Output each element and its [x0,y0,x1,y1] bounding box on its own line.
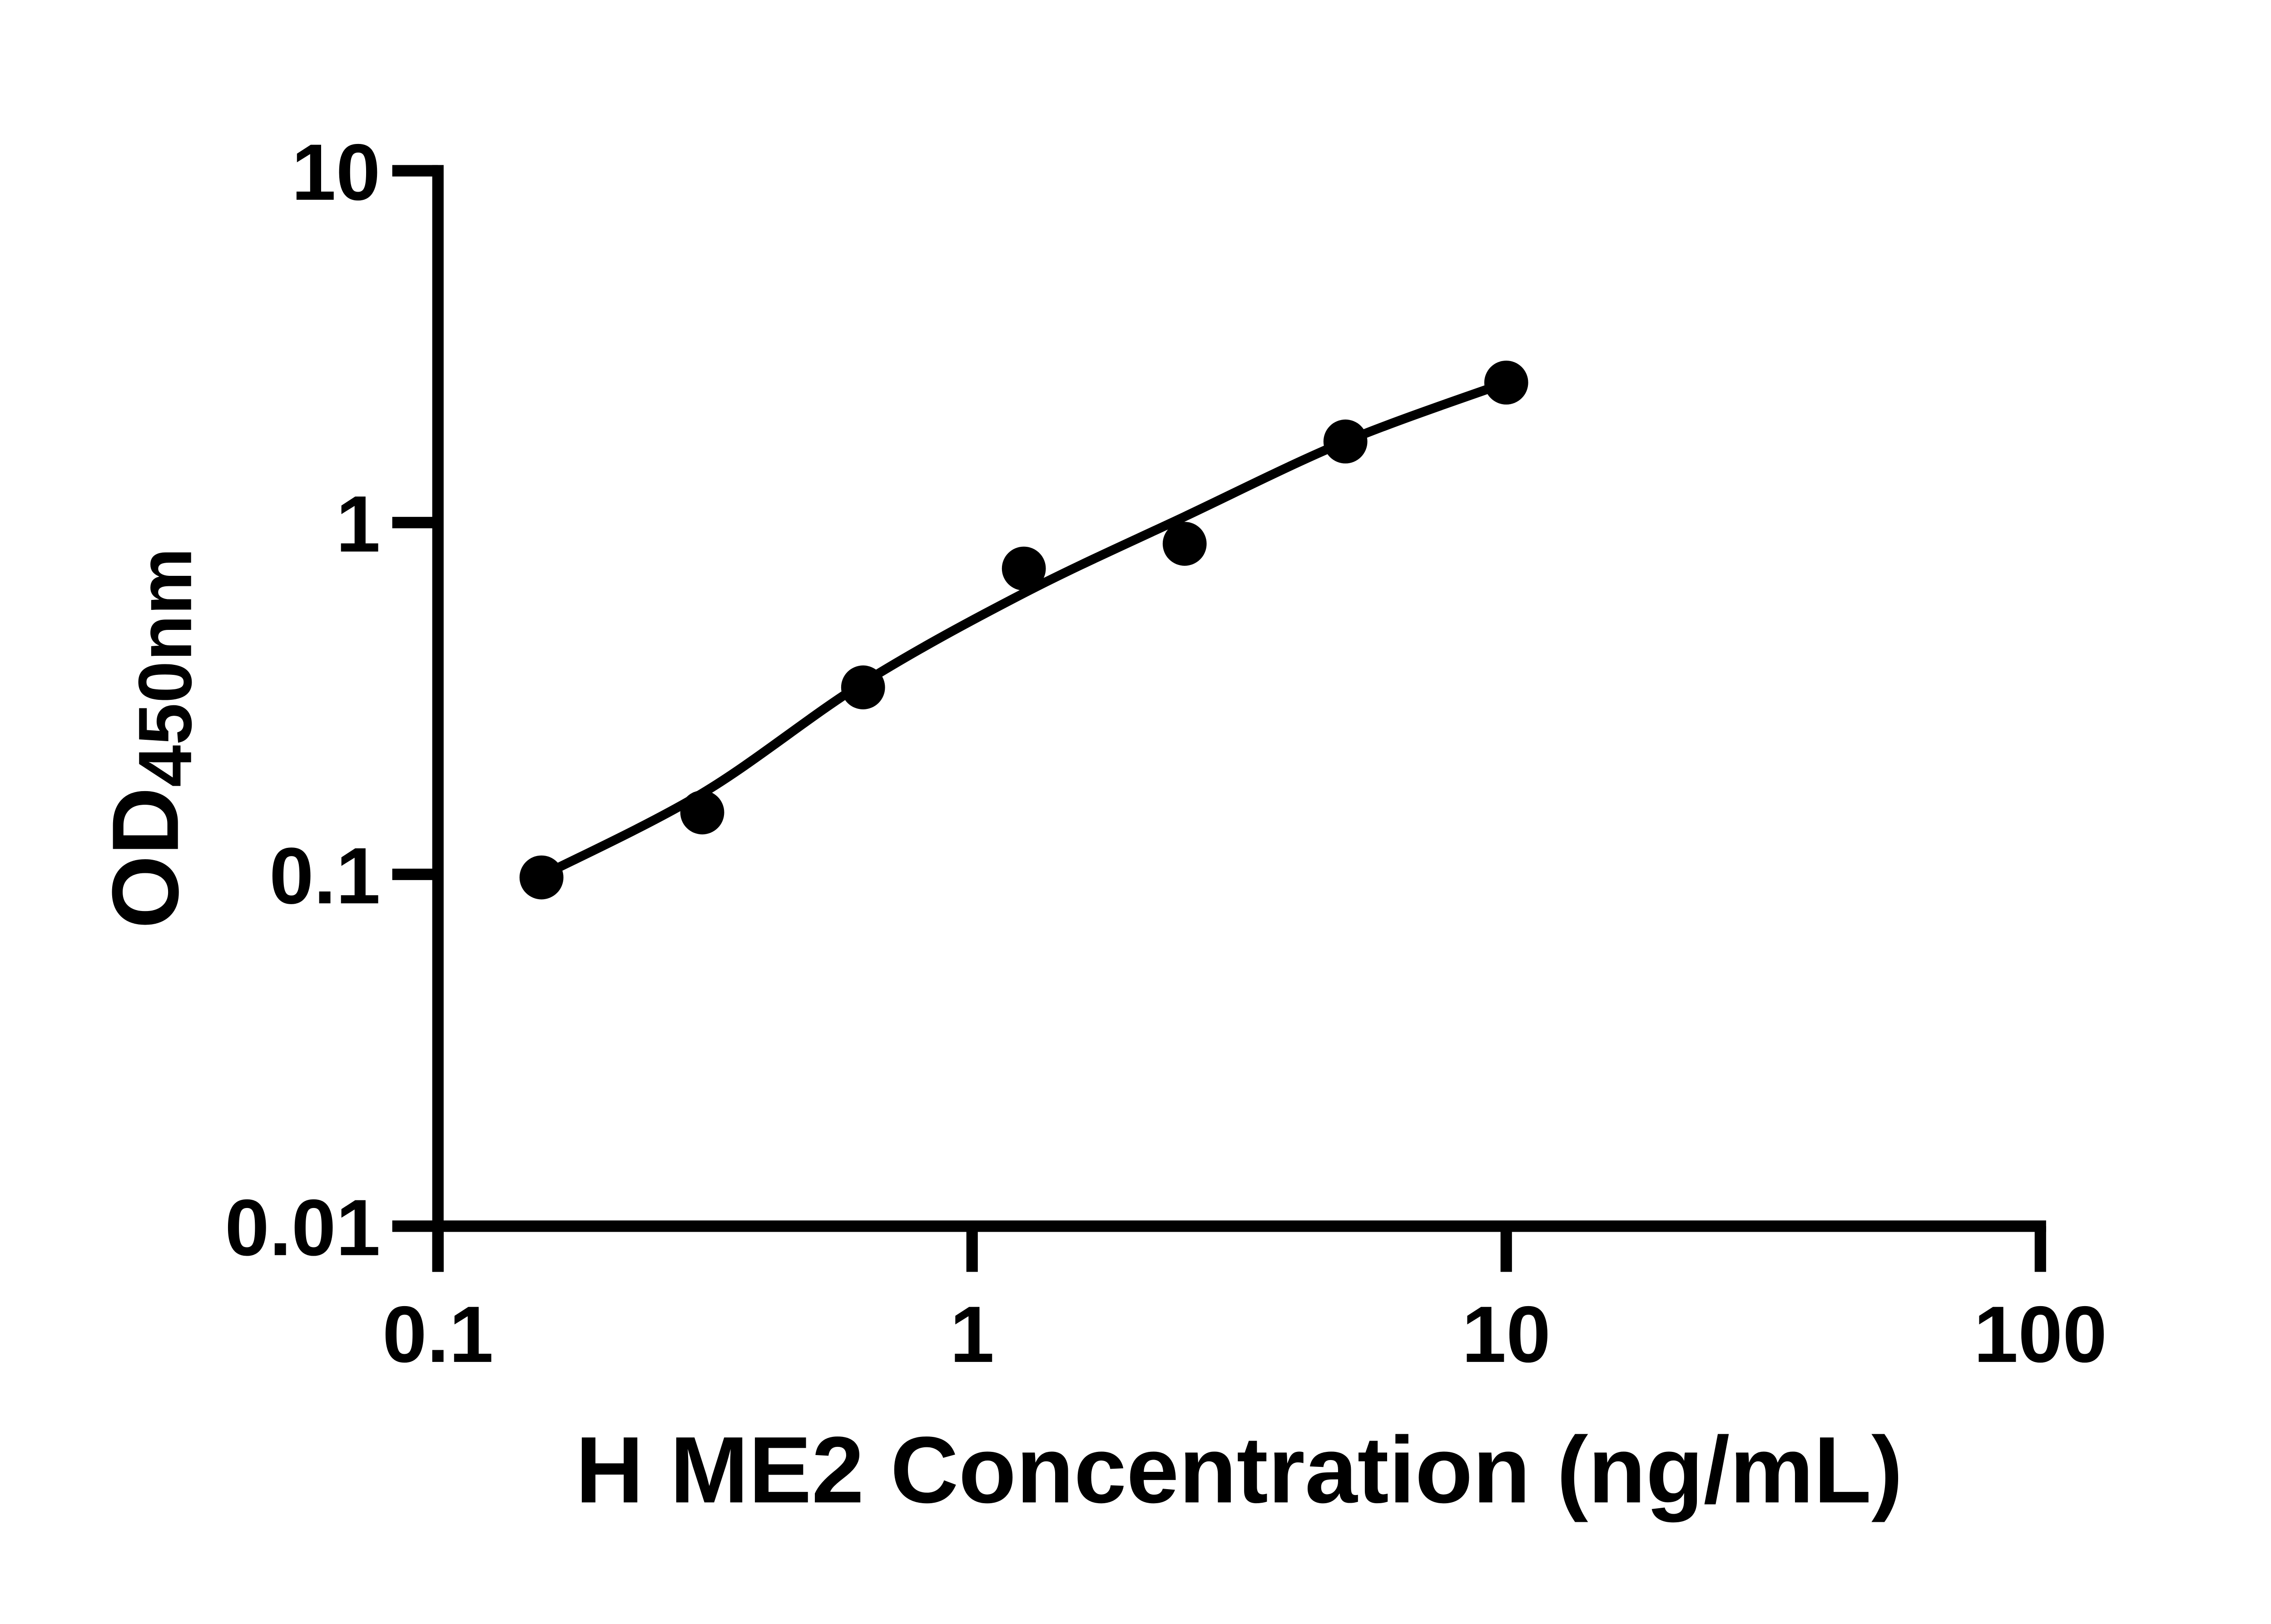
y-axis-title: OD450nm [93,548,208,929]
x-tick-label: 100 [1973,1290,2107,1379]
y-tick-marks [392,165,438,1232]
data-points-group [519,361,1528,900]
y-axis-title-subscript: 450nm [123,548,208,787]
y-tick-labels: 10 1 0.1 0.01 [225,128,381,1272]
data-point [841,665,885,709]
x-axis: 0.1 1 10 100 [382,1220,2107,1379]
data-point [1002,546,1046,591]
chart-background [0,26,2271,1598]
y-tick-label: 0.1 [269,832,381,921]
data-point [1484,361,1528,405]
data-point [519,855,564,900]
y-axis-title-main: OD [93,787,198,929]
x-tick-marks [432,1226,2046,1272]
y-tick-label: 10 [292,128,381,217]
data-point [680,790,724,835]
y-tick-label: 1 [336,480,381,569]
y-axis: 10 1 0.1 0.01 [225,128,444,1272]
data-point [1323,419,1368,464]
x-tick-label: 0.1 [382,1290,494,1379]
x-tick-label: 10 [1462,1290,1551,1379]
data-point [1162,522,1207,566]
x-tick-label: 1 [950,1290,994,1379]
x-tick-labels: 0.1 1 10 100 [382,1290,2107,1379]
y-tick-label: 0.01 [225,1183,381,1272]
x-axis-title: H ME2 Concentration (ng/mL) [575,1417,1903,1523]
